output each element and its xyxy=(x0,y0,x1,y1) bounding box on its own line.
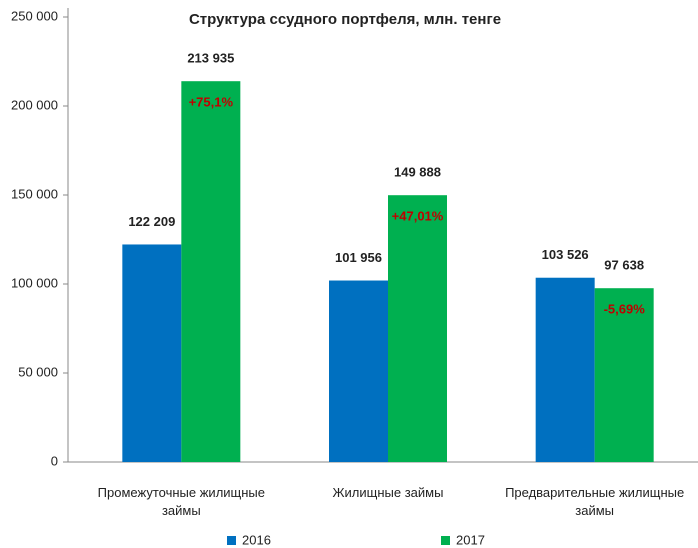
y-tick-label: 200 000 xyxy=(11,97,58,112)
bar xyxy=(329,280,388,462)
y-tick-label: 150 000 xyxy=(11,186,58,201)
data-label: 213 935 xyxy=(187,51,234,66)
legend-label: 2017 xyxy=(456,532,485,547)
y-tick-label: 250 000 xyxy=(11,8,58,23)
bar xyxy=(594,288,654,462)
x-tick-label: Промежуточные жилищные займы xyxy=(97,485,265,518)
data-label: 149 888 xyxy=(394,165,441,180)
bar xyxy=(122,244,182,462)
data-label: 103 526 xyxy=(542,247,589,262)
data-label: 97 638 xyxy=(604,258,644,273)
bar xyxy=(535,277,595,462)
y-tick-label: 50 000 xyxy=(18,364,58,379)
y-tick-label: 100 000 xyxy=(11,275,58,290)
annotation: +75,1% xyxy=(189,95,234,110)
x-tick-label: Предварительные жилищные займы xyxy=(505,485,685,518)
legend-swatch xyxy=(227,536,236,545)
annotation: -5,69% xyxy=(604,302,646,317)
y-tick-label: 0 xyxy=(51,453,58,468)
annotation: +47,01% xyxy=(392,209,444,224)
data-label: 122 209 xyxy=(128,214,175,229)
legend-swatch xyxy=(441,536,450,545)
x-tick-label: Жилищные займы xyxy=(332,485,444,500)
bar xyxy=(181,81,241,462)
chart-title: Структура ссудного портфеля, млн. тенге xyxy=(189,11,501,28)
legend-label: 2016 xyxy=(242,532,271,547)
bar xyxy=(388,195,447,463)
data-label: 101 956 xyxy=(335,250,382,265)
